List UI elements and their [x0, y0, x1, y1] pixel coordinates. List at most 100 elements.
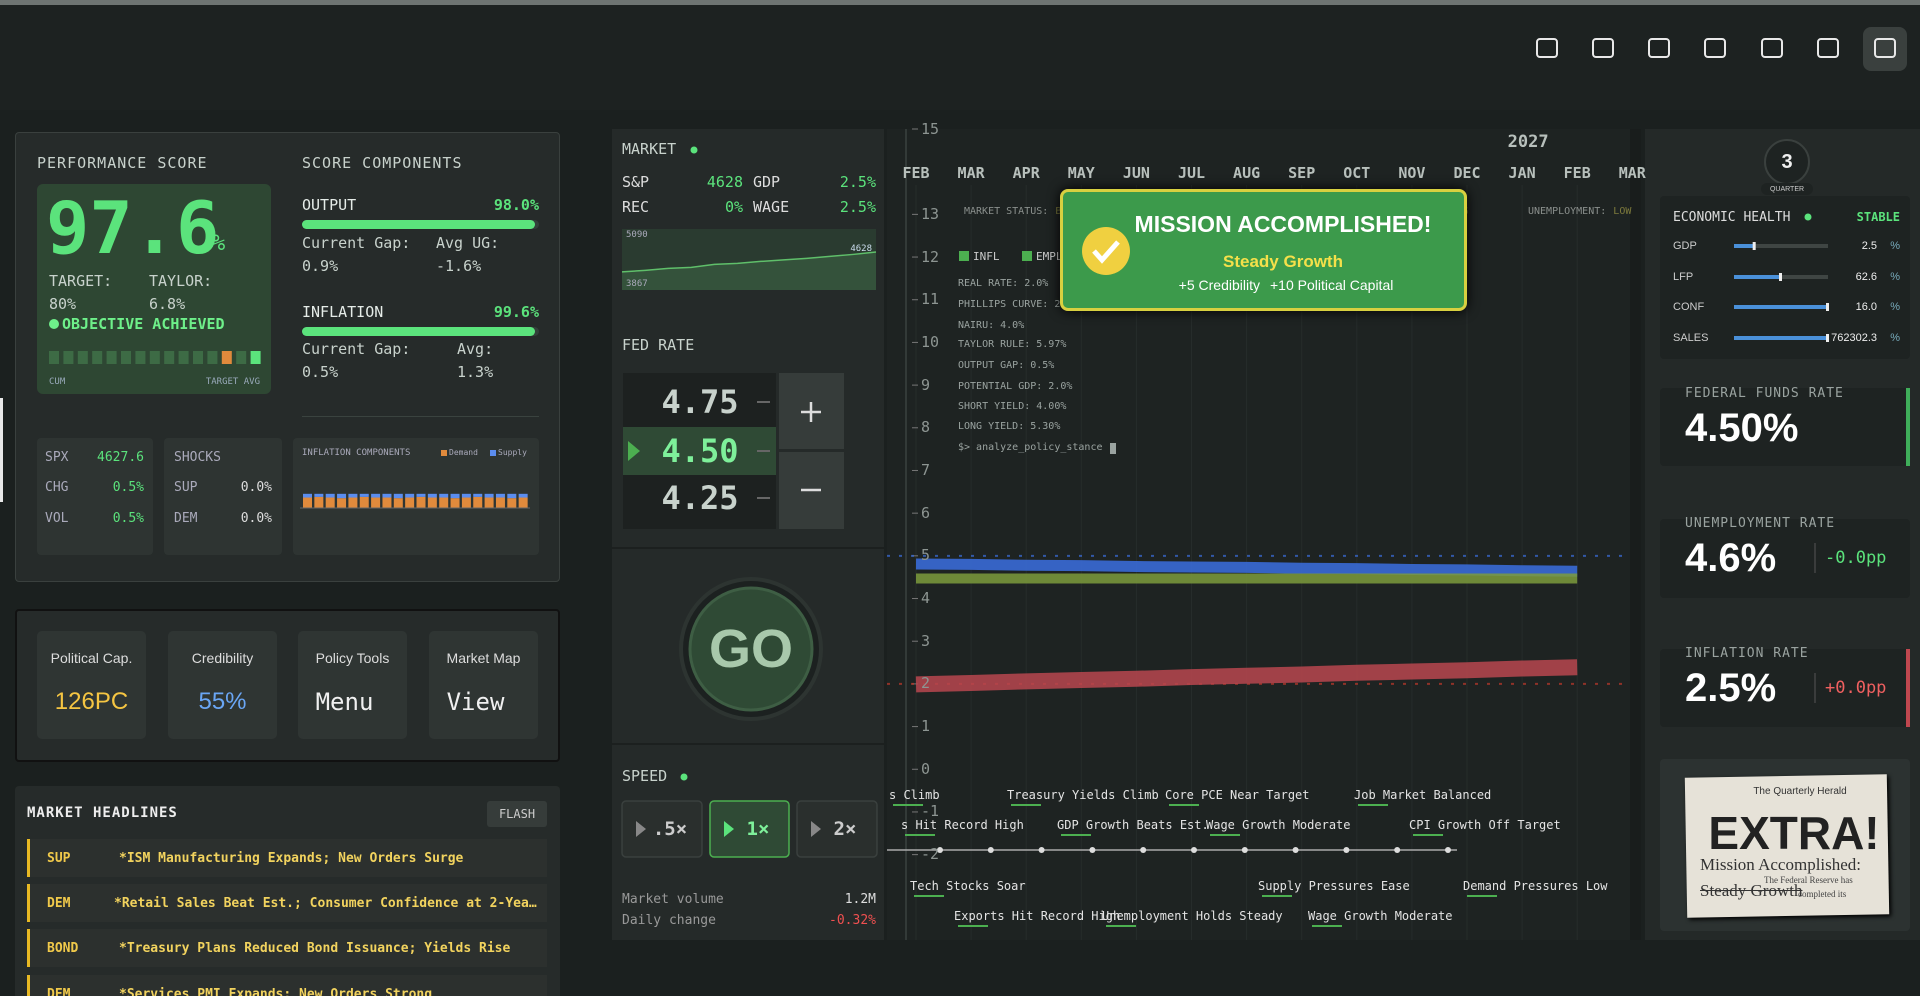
terminal-line: PHILLIPS CURVE: 2.5% [958, 299, 1079, 310]
terminal-line: OUTPUT GAP: 0.5% [958, 360, 1055, 371]
section-title: SPEED [622, 766, 668, 785]
go-button[interactable] [688, 586, 814, 712]
control-card[interactable] [429, 631, 538, 739]
mission-subtitle: Steady Growth [1223, 251, 1343, 271]
headline-row [27, 884, 547, 922]
timeline-event: s Hit Record High [901, 818, 1024, 832]
newspaper-line: Steady Growth [1700, 880, 1803, 900]
control-card[interactable] [168, 631, 277, 739]
nav-icon[interactable] [1592, 38, 1614, 58]
speed-label[interactable]: 2× [833, 817, 857, 840]
health-dot [1804, 213, 1812, 221]
y-tick-label: 15 [921, 119, 940, 138]
flash-button[interactable] [487, 801, 547, 827]
progress-fill [302, 220, 535, 229]
play-icon [724, 821, 734, 837]
inflation-bar [439, 493, 449, 498]
headline-tag: DEM [47, 986, 71, 996]
stat-label: CHG [45, 479, 69, 495]
value: 1.3% [457, 362, 494, 381]
health-label: GDP [1673, 239, 1697, 252]
timeline-event: GDP Growth Beats Est. [1057, 818, 1209, 832]
inflation-bar [405, 497, 415, 508]
speed-button[interactable] [621, 800, 703, 858]
label: GDP [753, 172, 781, 191]
event-underline [1210, 834, 1240, 836]
headline-tag: BOND [47, 940, 79, 956]
label: Market volume [622, 891, 724, 907]
inflation-bar [325, 497, 335, 508]
timeline-dot [1191, 847, 1197, 853]
stat-value: 4627.6 [97, 449, 144, 465]
stat-label: VOL [45, 510, 69, 526]
timeline-dot [1394, 847, 1401, 853]
rate-change: -0.0pp [1825, 547, 1887, 568]
plus-icon [801, 402, 821, 422]
nav-icon[interactable] [1874, 38, 1896, 58]
y-tick-label: 3 [921, 631, 931, 650]
control-value: Menu [315, 688, 374, 716]
timeline-dot [1089, 847, 1096, 853]
legend-swatch [1022, 251, 1032, 261]
rate-option[interactable]: 4.25 [661, 479, 739, 517]
control-card[interactable] [37, 631, 146, 739]
flash-label[interactable]: FLASH [498, 807, 536, 821]
event-underline [1061, 834, 1091, 836]
year-label: 2027 [1507, 131, 1549, 152]
rate-card [1660, 519, 1910, 598]
play-icon [636, 821, 646, 837]
divider [612, 547, 884, 549]
rate-option[interactable]: 4.50 [661, 432, 739, 470]
headline-row [27, 975, 547, 996]
nav-icon[interactable] [1648, 38, 1670, 58]
legend-label: Demand [449, 448, 478, 457]
control-card[interactable] [298, 631, 407, 739]
timeline-dot [1445, 847, 1451, 853]
scroll-marker [0, 398, 3, 502]
quarter-pill [1761, 183, 1813, 195]
inflation-bar [495, 497, 505, 508]
health-label: SALES [1673, 331, 1709, 344]
y-tick-label: 13 [921, 204, 940, 223]
value: 2.5% [839, 197, 876, 216]
score-square [221, 351, 232, 364]
inflation-bar [461, 493, 471, 498]
speed-label[interactable]: .5× [652, 817, 688, 840]
event-underline [1312, 925, 1342, 927]
health-knob [1752, 242, 1756, 250]
nav-icon[interactable] [1817, 38, 1839, 58]
small-label: CUM [49, 376, 66, 387]
timeline-event: Exports Hit Record High [954, 909, 1121, 923]
progress-fill [302, 327, 535, 336]
label: WAGE [753, 197, 790, 216]
speed-label[interactable]: 1× [746, 817, 770, 840]
nav-icon[interactable] [1536, 38, 1558, 58]
rate-card-accent [1906, 649, 1910, 727]
event-underline [1106, 925, 1136, 927]
play-icon [811, 821, 821, 837]
inflation-bar [518, 493, 528, 498]
inflation-bar [337, 493, 347, 499]
event-underline [958, 925, 988, 927]
score-square [193, 351, 203, 364]
speed-button[interactable] [709, 800, 790, 858]
health-fill [1734, 336, 1828, 340]
score-square [106, 351, 117, 364]
nav-icon[interactable] [1761, 38, 1783, 58]
sparkline-min: 3867 [626, 278, 648, 289]
rate-option[interactable]: 4.75 [661, 383, 739, 421]
terminal-prompt: $> analyze_policy_stance [958, 442, 1103, 453]
speed-button[interactable] [796, 800, 878, 858]
inflation-bar [325, 493, 335, 498]
nav-icon[interactable] [1704, 38, 1726, 58]
legend-label: EMPL [1036, 249, 1063, 263]
y-tick-label: 9 [921, 375, 931, 394]
score-square [164, 351, 175, 364]
go-label[interactable]: GO [708, 619, 794, 679]
health-value: 16.0 [1855, 300, 1877, 313]
inflation-bar [416, 496, 426, 508]
mission-reward: +10 Political Capital [1270, 277, 1394, 293]
shocks-box [164, 438, 282, 555]
timeline-event: Core PCE Near Target [1165, 788, 1310, 802]
x-tick-label: FEB [902, 163, 930, 182]
